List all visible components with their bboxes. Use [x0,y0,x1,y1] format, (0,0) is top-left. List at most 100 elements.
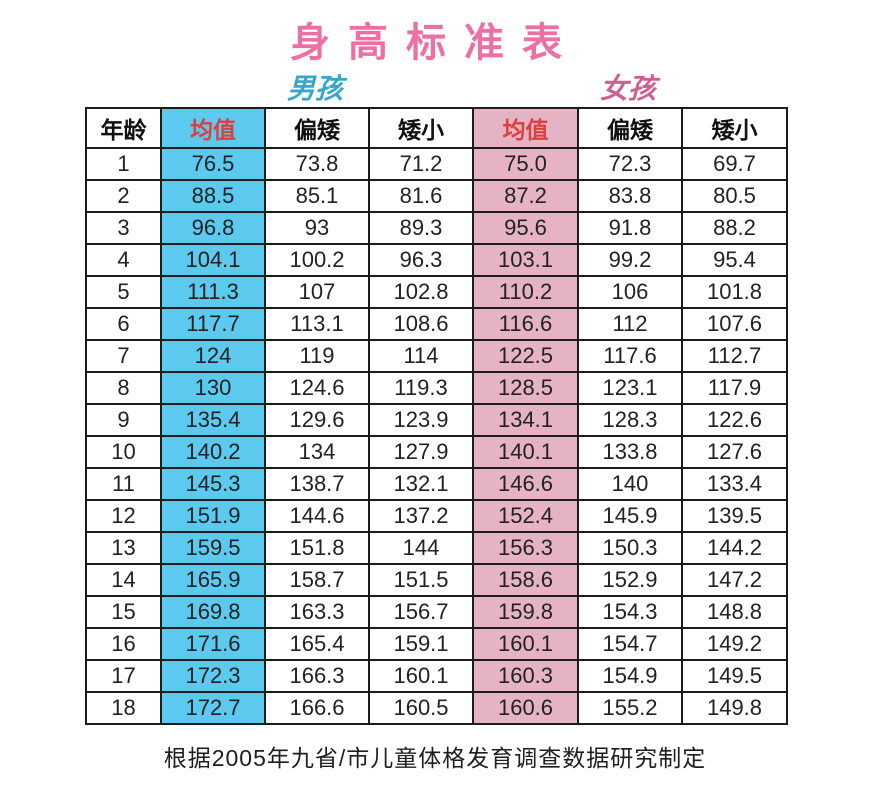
cell-girls-mean: 158.6 [472,563,579,597]
header-age: 年龄 [85,107,162,149]
cell-girls-short: 88.2 [681,211,788,245]
cell-girls-shortish: 155.2 [577,691,683,725]
cell-age: 9 [85,403,162,437]
table-row: 13 159.5 151.8 144 156.3 150.3 144.2 [85,531,788,565]
group-header-row: 男孩 女孩 [85,70,786,105]
cell-girls-short: 147.2 [681,563,788,597]
cell-boys-mean: 169.8 [160,595,266,629]
cell-boys-shortish: 113.1 [264,307,370,341]
cell-age: 14 [85,563,162,597]
cell-age: 3 [85,211,162,245]
source-footnote: 根据2005年九省/市儿童体格发育调查数据研究制定 [163,745,707,771]
cell-girls-mean: 160.3 [472,659,579,693]
cell-boys-shortish: 166.6 [264,691,370,725]
cell-girls-shortish: 106 [577,275,683,309]
cell-girls-shortish: 152.9 [577,563,683,597]
cell-boys-short: 127.9 [368,435,474,469]
cell-girls-mean: 160.1 [472,627,579,661]
cell-boys-short: 159.1 [368,627,474,661]
cell-girls-mean: 146.6 [472,467,579,501]
cell-girls-shortish: 145.9 [577,499,683,533]
cell-girls-short: 149.8 [681,691,788,725]
cell-age: 13 [85,531,162,565]
table-row: 15 169.8 163.3 156.7 159.8 154.3 148.8 [85,595,788,629]
cell-boys-short: 132.1 [368,467,474,501]
table-body: 1 76.5 73.8 71.2 75.0 72.3 69.7 2 88.5 85.1 81.6 87… [85,147,788,725]
cell-girls-short: 149.2 [681,627,788,661]
cell-boys-shortish: 165.4 [264,627,370,661]
cell-girls-mean: 160.6 [472,691,579,725]
cell-boys-shortish: 93 [264,211,370,245]
table-row: 6 117.7 113.1 108.6 116.6 112 107.6 [85,307,788,341]
cell-boys-short: 108.6 [368,307,474,341]
cell-girls-shortish: 150.3 [577,531,683,565]
cell-age: 18 [85,691,162,725]
cell-girls-mean: 103.1 [472,243,579,277]
cell-age: 4 [85,243,162,277]
header-boys-short: 矮小 [368,107,474,149]
cell-boys-shortish: 134 [264,435,370,469]
cell-girls-shortish: 154.9 [577,659,683,693]
cell-age: 10 [85,435,162,469]
header-boys-shortish: 偏矮 [264,107,370,149]
cell-boys-mean: 140.2 [160,435,266,469]
cell-girls-mean: 140.1 [472,435,579,469]
cell-girls-short: 107.6 [681,307,788,341]
table-header: 年龄 均值 偏矮 矮小 均值 偏矮 矮小 [85,107,788,149]
cell-girls-short: 95.4 [681,243,788,277]
cell-boys-short: 151.5 [368,563,474,597]
table-row: 7 124 119 114 122.5 117.6 112.7 [85,339,788,373]
cell-girls-short: 112.7 [681,339,788,373]
cell-boys-short: 123.9 [368,403,474,437]
cell-girls-mean: 110.2 [472,275,579,309]
table-row: 17 172.3 166.3 160.1 160.3 154.9 149.5 [85,659,788,693]
cell-boys-shortish: 158.7 [264,563,370,597]
cell-boys-shortish: 166.3 [264,659,370,693]
table-row: 3 96.8 93 89.3 95.6 91.8 88.2 [85,211,788,245]
cell-boys-mean: 135.4 [160,403,266,437]
boys-group-label: 男孩 [286,72,343,105]
cell-boys-mean: 151.9 [160,499,266,533]
header-girls-short: 矮小 [681,107,788,149]
cell-girls-mean: 128.5 [472,371,579,405]
cell-girls-shortish: 128.3 [577,403,683,437]
cell-girls-short: 101.8 [681,275,788,309]
cell-boys-mean: 171.6 [160,627,266,661]
cell-age: 5 [85,275,162,309]
cell-girls-shortish: 112 [577,307,683,341]
cell-boys-mean: 159.5 [160,531,266,565]
cell-girls-short: 127.6 [681,435,788,469]
cell-boys-mean: 111.3 [160,275,266,309]
cell-boys-shortish: 73.8 [264,147,370,181]
cell-girls-mean: 122.5 [472,339,579,373]
cell-boys-mean: 96.8 [160,211,266,245]
cell-girls-shortish: 91.8 [577,211,683,245]
cell-boys-short: 137.2 [368,499,474,533]
cell-girls-short: 122.6 [681,403,788,437]
cell-age: 16 [85,627,162,661]
cell-age: 15 [85,595,162,629]
cell-girls-mean: 75.0 [472,147,579,181]
table-row: 12 151.9 144.6 137.2 152.4 145.9 139.5 [85,499,788,533]
cell-girls-mean: 116.6 [472,307,579,341]
cell-boys-mean: 172.3 [160,659,266,693]
page-title: 身高标准表 [290,21,580,65]
cell-age: 6 [85,307,162,341]
table-row: 1 76.5 73.8 71.2 75.0 72.3 69.7 [85,147,788,181]
cell-girls-mean: 87.2 [472,179,579,213]
table-row: 14 165.9 158.7 151.5 158.6 152.9 147.2 [85,563,788,597]
table-row: 8 130 124.6 119.3 128.5 123.1 117.9 [85,371,788,405]
cell-girls-mean: 156.3 [472,531,579,565]
cell-girls-short: 144.2 [681,531,788,565]
cell-boys-shortish: 163.3 [264,595,370,629]
cell-girls-short: 117.9 [681,371,788,405]
cell-girls-shortish: 117.6 [577,339,683,373]
header-girls-mean: 均值 [472,107,579,149]
table-row: 5 111.3 107 102.8 110.2 106 101.8 [85,275,788,309]
cell-girls-short: 149.5 [681,659,788,693]
cell-boys-mean: 88.5 [160,179,266,213]
cell-boys-shortish: 85.1 [264,179,370,213]
cell-girls-mean: 152.4 [472,499,579,533]
cell-boys-mean: 145.3 [160,467,266,501]
